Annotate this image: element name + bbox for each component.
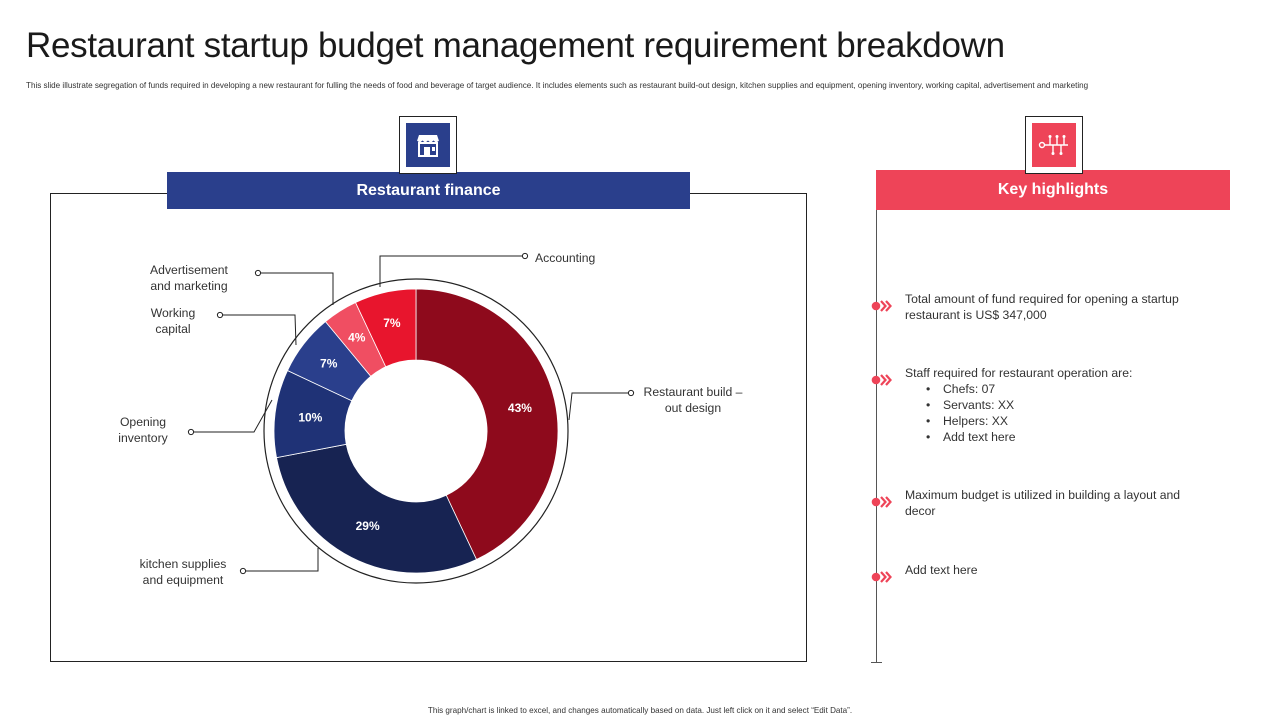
finance-header: Restaurant finance	[167, 172, 690, 209]
footer-note: This graph/chart is linked to excel, and…	[427, 706, 853, 715]
donut-data-label: 4%	[348, 331, 366, 345]
donut-slice	[355, 288, 417, 368]
highlight-item-text: Total amount of fund required for openin…	[905, 292, 1179, 322]
highlight-marker-icon	[871, 299, 897, 312]
callout-leader-line	[220, 314, 297, 346]
donut-slice	[415, 288, 559, 561]
donut-data-label: 43%	[508, 401, 532, 415]
staff-bullet-item: Servants: XX	[926, 397, 1195, 413]
callout-dot	[216, 311, 224, 319]
highlight-item-text: Maximum budget is utilized in building a…	[905, 488, 1181, 518]
highlight-item: Staff required for restaurant operation …	[905, 365, 1195, 445]
highlights-header-label: Key highlights	[997, 181, 1109, 198]
callout-leader-line	[243, 548, 319, 572]
highlight-marker-icon	[871, 373, 897, 386]
highlight-item: Add text here	[905, 562, 1195, 578]
donut-slice	[276, 443, 477, 574]
highlight-item: Maximum budget is utilized in building a…	[905, 487, 1195, 519]
donut-data-label: 7%	[320, 356, 338, 370]
staff-bullet-list: Chefs: 07Servants: XXHelpers: XXAdd text…	[905, 381, 1195, 445]
category-label: Working capital	[151, 306, 195, 336]
callout-leader-line	[379, 255, 525, 287]
highlights-icon-box	[1025, 116, 1083, 174]
callout-leader-line	[258, 272, 334, 305]
finance-icon-box	[399, 116, 457, 174]
donut-data-label: 29%	[356, 519, 380, 533]
timeline-line	[876, 210, 877, 663]
donut-outer-ring	[263, 278, 569, 584]
category-label: Accounting	[535, 251, 595, 265]
callout-dot	[254, 269, 262, 277]
staff-bullet-item: Chefs: 07	[926, 381, 1195, 397]
circuit-network-icon	[1032, 123, 1076, 167]
callout-dot	[627, 389, 635, 397]
donut-data-label: 10%	[298, 411, 322, 425]
highlight-item-text: Staff required for restaurant operation …	[905, 366, 1133, 380]
callout-dot	[239, 567, 247, 575]
callout-dot	[187, 428, 195, 436]
category-label: Opening inventory	[118, 415, 168, 445]
finance-header-label: Restaurant finance	[356, 181, 501, 199]
timeline-end	[871, 662, 882, 663]
highlight-item: Total amount of fund required for openin…	[905, 291, 1195, 323]
staff-bullet-item: Helpers: XX	[926, 413, 1195, 429]
category-label: Advertisement and marketing	[150, 263, 229, 293]
category-label: Restaurant build – out design	[644, 385, 743, 415]
staff-bullet-item: Add text here	[926, 429, 1195, 445]
callout-dot	[521, 252, 529, 260]
callout-leader-line	[568, 392, 631, 421]
restaurant-storefront-icon	[406, 123, 450, 167]
donut-data-label: 7%	[383, 316, 401, 330]
highlight-item-text: Add text here	[905, 563, 978, 577]
category-label: kitchen supplies and equipment	[140, 557, 227, 587]
highlight-marker-icon	[871, 570, 897, 583]
page-subtitle: This slide illustrate segregation of fun…	[26, 81, 1089, 90]
page-title: Restaurant startup budget management req…	[26, 26, 1005, 65]
highlights-header: Key highlights	[876, 170, 1230, 210]
highlight-marker-icon	[871, 495, 897, 508]
callout-leader-line	[191, 399, 273, 433]
